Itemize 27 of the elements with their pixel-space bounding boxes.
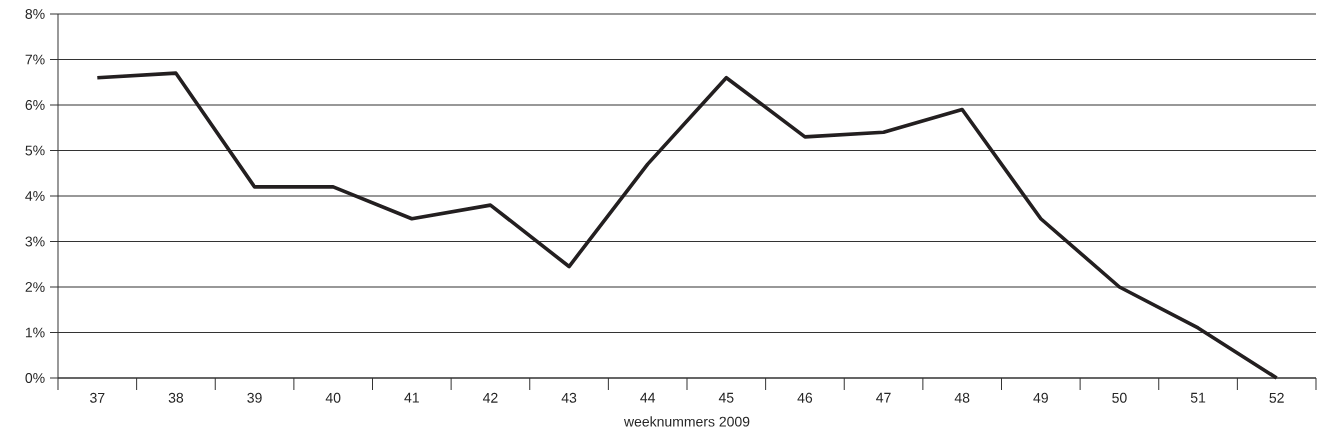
x-tick-label: 42 xyxy=(482,392,498,403)
x-tick-label: 41 xyxy=(404,392,419,403)
x-tick-label: 43 xyxy=(561,392,577,403)
x-tick-label: 44 xyxy=(640,392,656,403)
y-tick-label: 5% xyxy=(25,145,45,156)
y-tick-label: 6% xyxy=(25,100,45,110)
y-tick-label: 4% xyxy=(25,191,45,201)
y-tick-label: 2% xyxy=(25,282,45,292)
x-tick-label: 38 xyxy=(168,392,184,403)
x-tick-label: 51 xyxy=(1190,392,1206,403)
x-tick-label: 52 xyxy=(1269,392,1284,403)
y-tick-label: 7% xyxy=(25,54,45,65)
x-tick-label: 47 xyxy=(876,392,891,403)
x-tick-label: 49 xyxy=(1033,392,1048,403)
x-tick-label: 50 xyxy=(1112,392,1127,403)
x-axis-title: weeknummers 2009 xyxy=(623,416,750,427)
x-tick-label: 39 xyxy=(247,392,262,403)
y-tick-label: 0% xyxy=(25,373,45,383)
x-tick-label: 46 xyxy=(797,392,813,403)
y-tick-label: 8% xyxy=(25,9,45,19)
x-tick-label: 45 xyxy=(718,392,734,403)
x-tick-label: 40 xyxy=(325,392,341,403)
x-tick-label: 37 xyxy=(90,392,105,403)
y-tick-label: 3% xyxy=(25,236,45,247)
x-tick-label: 48 xyxy=(954,392,970,403)
line-series xyxy=(95,71,1279,380)
y-tick-label: 1% xyxy=(25,327,45,338)
